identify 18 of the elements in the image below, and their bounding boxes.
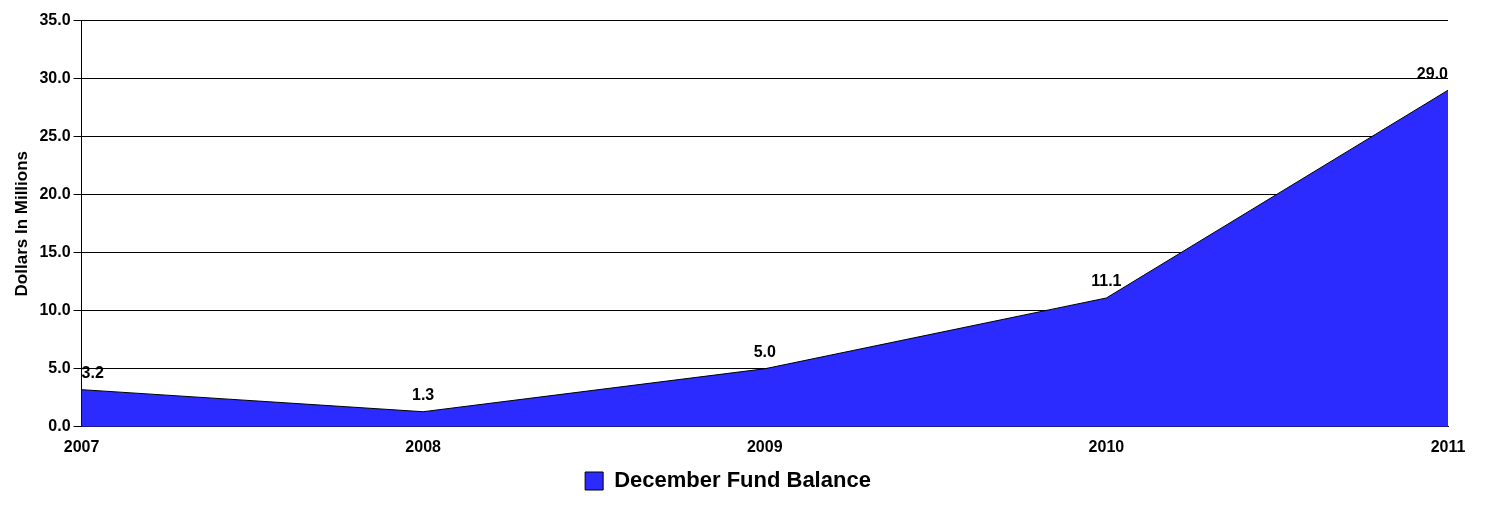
x-tick-label: 2009 <box>746 437 783 455</box>
y-axis-title: Dollars In Millions <box>11 150 31 297</box>
y-tick-label: 10.0 <box>39 301 71 319</box>
y-tick-label: 0.0 <box>48 417 71 435</box>
y-tick-label: 15.0 <box>39 243 71 261</box>
x-tick-label: 2007 <box>63 437 100 455</box>
x-tick-label: 2011 <box>1430 437 1466 455</box>
x-tick-label: 2010 <box>1088 437 1125 455</box>
y-tick-label: 30.0 <box>39 69 71 87</box>
data-label: 5.0 <box>753 343 776 361</box>
data-label: 1.3 <box>412 386 435 404</box>
x-tick-label: 2008 <box>405 437 442 455</box>
y-tick-label: 25.0 <box>39 127 71 145</box>
legend-label: December Fund Balance <box>614 467 871 493</box>
y-tick-label: 5.0 <box>48 359 71 377</box>
y-tick-label: 35.0 <box>39 11 71 29</box>
data-label: 11.1 <box>1091 272 1122 290</box>
y-tick-label: 20.0 <box>39 185 71 203</box>
